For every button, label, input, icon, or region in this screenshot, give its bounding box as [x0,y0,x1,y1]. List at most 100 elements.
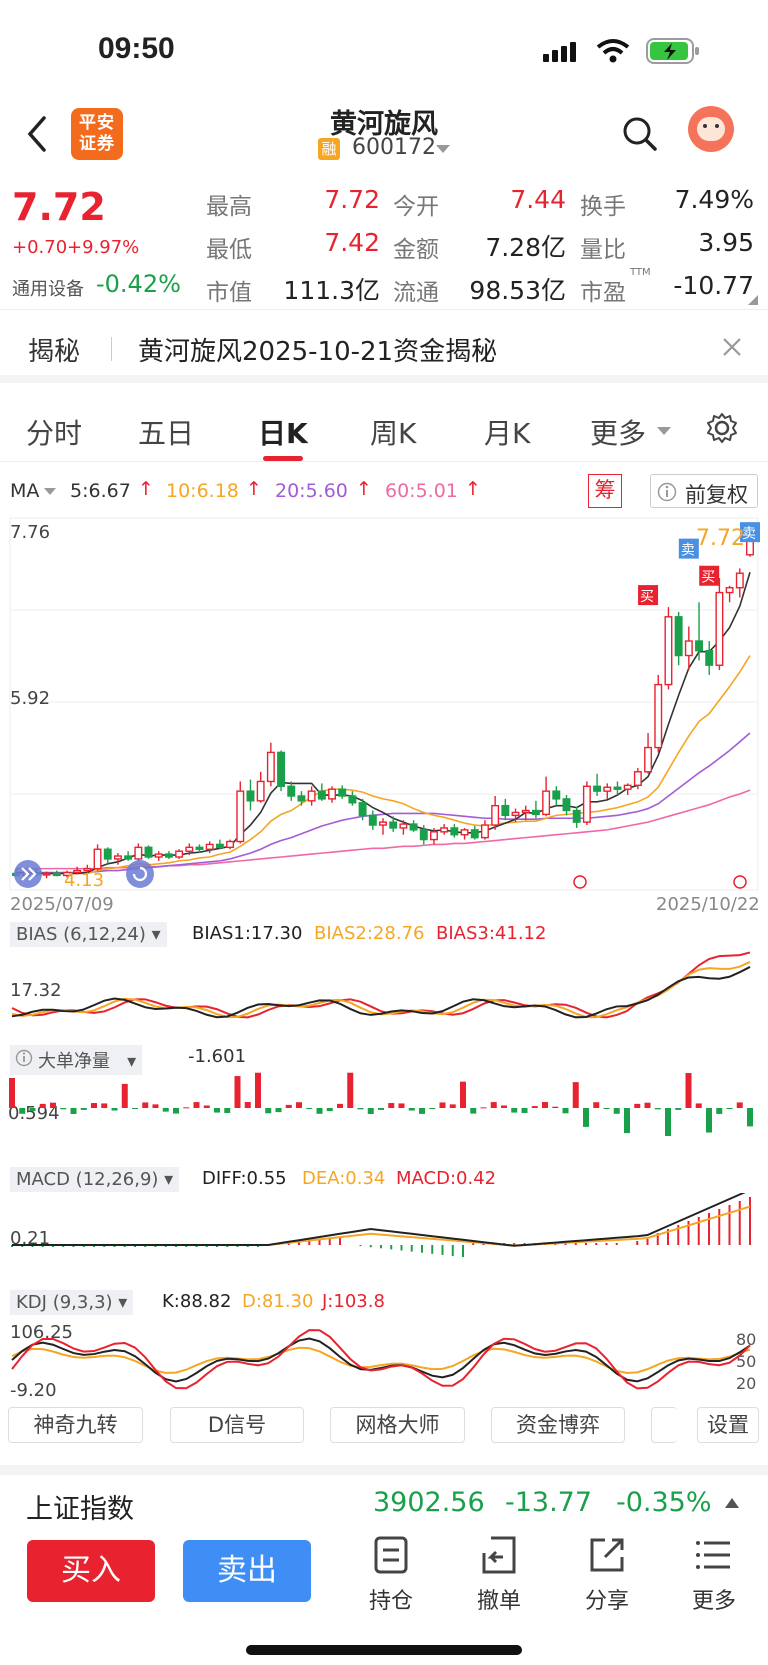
code-dropdown-icon[interactable] [435,144,451,154]
turnover-value: 7.49% [674,185,754,214]
ma10-value: 10:6.18 [166,480,239,502]
bigorder-bar [695,1103,702,1108]
low-label: 最低 [206,237,252,263]
kdj-line [11,1329,751,1390]
tab-monthly-k[interactable]: 月K [484,417,531,450]
index-name: 上证指数 [26,1494,134,1525]
expand-up-icon[interactable] [724,1497,740,1509]
bigorder-bar [419,1108,425,1114]
signal-icon [543,42,576,62]
bigorder-bar [60,1108,67,1110]
tool-d-signal[interactable]: D信号 [170,1407,304,1443]
divider [111,337,112,361]
chip-button[interactable]: 筹 [588,474,622,508]
reveal-text[interactable]: 黄河旋风2025-10-21资金揭秘 [138,337,498,367]
bigorder-bar [388,1103,395,1108]
bigorder-bar [234,1076,241,1108]
gear-icon[interactable] [706,412,738,444]
candle-body [338,788,347,797]
expand-corner-icon[interactable] [748,295,758,305]
candle-body [684,640,693,657]
candle-body [246,790,255,802]
macd-chart[interactable] [0,1193,768,1275]
close-icon[interactable] [722,337,742,357]
chevron-down-icon[interactable] [656,426,672,436]
amount-value: 7.28亿 [485,233,566,262]
y-axis-top: 7.76 [10,522,50,543]
tool-more[interactable] [651,1407,677,1443]
stock-code[interactable]: 600172 [352,135,436,160]
back-icon[interactable] [24,114,48,154]
battery-icon [646,38,699,64]
candle-body [623,784,632,790]
amount-label: 金额 [393,237,439,263]
bigorder-bar [80,1108,87,1110]
bias-line [11,951,751,1019]
tab-intraday[interactable]: 分时 [26,417,83,450]
candle-body [277,751,286,787]
bigorder-bar [203,1105,210,1108]
kdj-label[interactable]: KDJ (9,3,3) ▾ [10,1290,134,1315]
macd-dea: DEA:0.34 [302,1168,386,1189]
bigorder-bar [439,1102,446,1108]
macd-label[interactable]: MACD (12,26,9) ▾ [10,1167,180,1192]
reveal-bar[interactable]: 揭秘 黄河旋风2025-10-21资金揭秘 [0,315,768,383]
event-star-icon[interactable] [733,875,747,889]
ma-label[interactable]: MA [10,480,40,502]
index-bar[interactable]: 上证指数 3902.56 -13.77 -0.35% [0,1465,768,1535]
bigorder-chart[interactable] [0,1070,768,1152]
bigorder-bar [726,1108,733,1109]
bigorder-label[interactable]: 大单净量 ▾ [10,1045,143,1075]
adjust-button[interactable]: 前复权 [650,474,758,508]
tab-more[interactable]: 更多 [590,417,647,450]
price-change-pct: +9.97% [67,237,140,258]
bias-label[interactable]: BIAS (6,12,24) ▾ [10,922,167,947]
tool-fund-game[interactable]: 资金博弈 [491,1407,625,1443]
more-button[interactable]: 更多 [674,1535,754,1615]
candle-body [480,824,489,839]
kdj-axis-top: 106.25 [10,1322,73,1343]
bigorder-bar [644,1102,651,1108]
chart-grid [9,517,759,891]
bias-line [11,966,751,1019]
reset-zoom-icon[interactable] [126,860,154,888]
high-value: 7.72 [324,185,380,214]
bigorder-bar [480,1107,487,1109]
candle-body [328,788,336,800]
candle-body [307,790,316,802]
tool-settings[interactable]: 设置 [697,1407,759,1443]
macd-axis: 0.21 [10,1228,51,1249]
tool-grid-master[interactable]: 网格大师 [330,1407,465,1443]
ma-dropdown-icon[interactable] [44,488,56,496]
holdings-button[interactable]: 持仓 [351,1535,431,1615]
cancel-order-button[interactable]: 撤单 [459,1535,539,1615]
candle-body [695,640,703,652]
bigorder-bar [511,1108,518,1113]
vol-ratio-value: 3.95 [698,228,754,257]
trade-mark-box [638,585,659,606]
tab-weekly-k[interactable]: 周K [370,417,417,450]
candle-body [236,790,245,843]
holdings-icon [374,1536,408,1574]
scroll-left-icon[interactable] [14,860,42,888]
kdj-chart[interactable] [0,1316,768,1402]
share-button[interactable]: 分享 [567,1535,647,1615]
price-change: +0.70 [12,237,68,258]
tool-nine-turn[interactable]: 神奇九转 [8,1407,143,1443]
candle-body [287,785,296,797]
candle-body [389,821,398,829]
high-label: 最高 [206,194,252,220]
tab-five-day[interactable]: 五日 [138,417,195,450]
event-star-icon[interactable] [573,875,587,889]
bigorder-bar [460,1081,466,1108]
bias-chart[interactable] [0,948,768,1040]
avatar[interactable] [688,106,734,152]
sector-name[interactable]: 通用设备 [12,279,84,300]
sell-button[interactable]: 卖出 [183,1540,311,1602]
bigorder-bar [654,1108,661,1110]
search-icon[interactable] [622,116,658,152]
candle-body [205,843,214,850]
buy-button[interactable]: 买入 [27,1540,155,1602]
tab-daily-k[interactable]: 日K [258,417,308,450]
